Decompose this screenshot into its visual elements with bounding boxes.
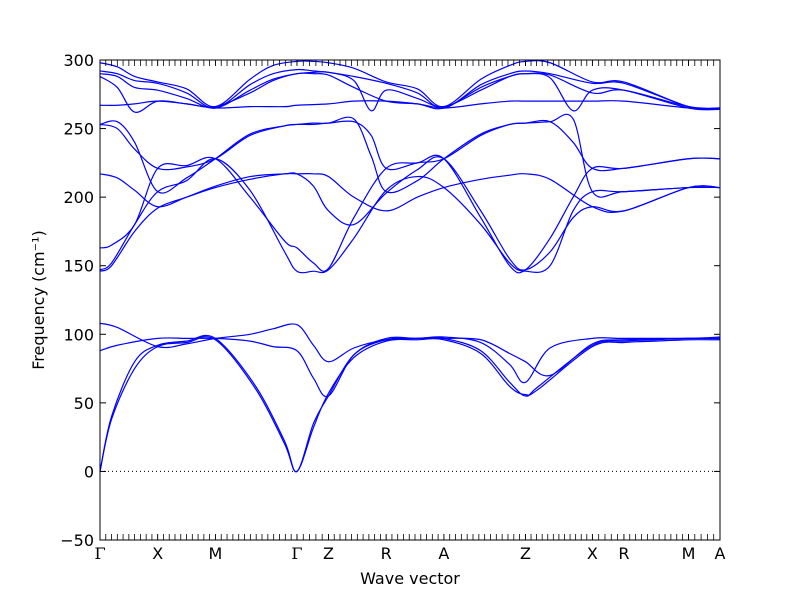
band-line-1 [99, 334, 721, 473]
band-line-14 [99, 68, 721, 110]
band-line-4 [99, 322, 721, 377]
x-tick-label-kpoint: Γ [94, 544, 105, 563]
x-tick-label-kpoint: A [438, 544, 449, 563]
x-tick-label-kpoint: Γ [291, 544, 302, 563]
x-tick-label-kpoint: R [618, 544, 629, 563]
band-line-3 [99, 336, 720, 398]
x-tick-label-kpoint: Z [323, 544, 334, 563]
band-line-12 [99, 72, 721, 113]
y-tick-label: 50 [74, 394, 94, 413]
y-tick-label: 300 [63, 51, 94, 70]
y-axis-ticks: −50 0 50 100 150 200 250 300 [60, 51, 720, 550]
band-line-6 [99, 158, 721, 274]
band-line-7 [99, 154, 721, 274]
x-tick-label-kpoint: M [682, 544, 696, 563]
band-line-13 [99, 71, 721, 112]
x-tick-label-kpoint: M [208, 544, 222, 563]
y-tick-label: 0 [84, 462, 94, 481]
band-line-8 [99, 172, 721, 213]
x-axis-label: Wave vector [360, 569, 460, 588]
band-line-9 [99, 119, 721, 172]
x-tick-label-kpoint: Z [520, 544, 531, 563]
x-tick-label-kpoint: A [715, 544, 726, 563]
y-tick-label: −50 [60, 531, 94, 550]
band-line-15 [99, 59, 721, 110]
y-tick-label: 250 [63, 120, 94, 139]
plot-frame [99, 59, 721, 541]
y-tick-label: 200 [63, 188, 94, 207]
band-line-10 [99, 113, 721, 198]
x-tick-label-kpoint: X [152, 544, 163, 563]
phonon-bands [99, 59, 721, 473]
y-axis-label: Frequency (cm⁻¹) [29, 230, 48, 369]
y-tick-label: 100 [63, 325, 94, 344]
y-tick-label: 150 [63, 257, 94, 276]
x-tick-label-kpoint: X [587, 544, 598, 563]
band-line-2 [99, 336, 721, 473]
x-tick-label-kpoint: R [381, 544, 392, 563]
